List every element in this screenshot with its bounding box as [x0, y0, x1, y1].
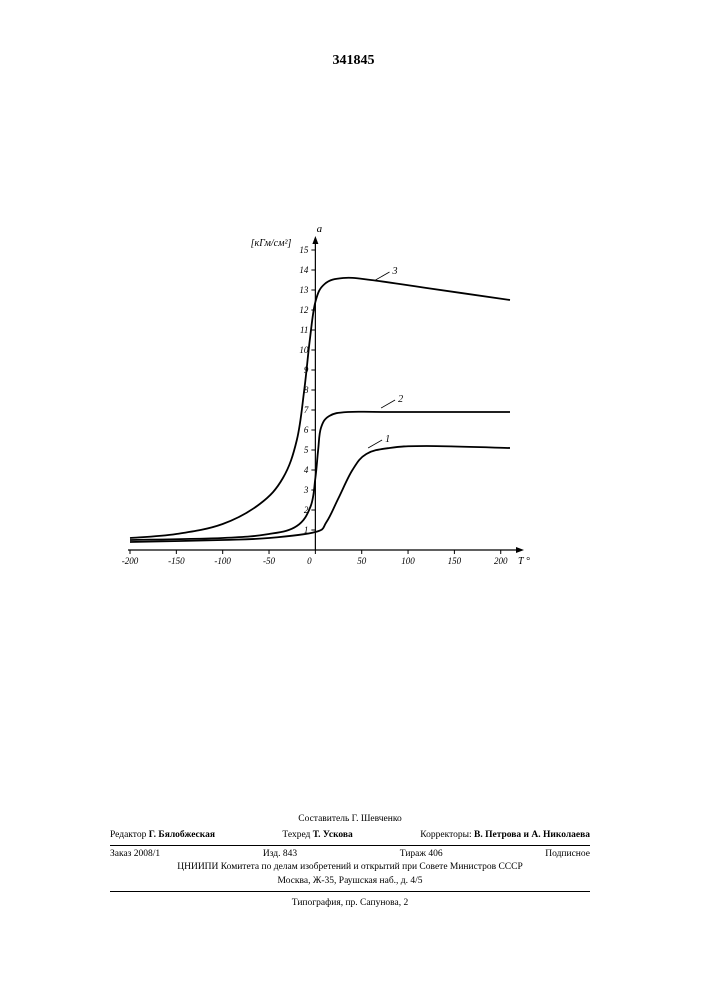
svg-text:T °C: T °C: [518, 556, 530, 567]
svg-text:[кГм/см²]: [кГм/см²]: [251, 238, 292, 249]
svg-text:0: 0: [307, 556, 312, 566]
svg-text:100: 100: [401, 556, 415, 566]
svg-text:1: 1: [385, 434, 390, 445]
org-line-2: Москва, Ж-35, Раушская наб., д. 4/5: [110, 876, 590, 888]
printshop: Типография, пр. Сапунова, 2: [110, 898, 590, 910]
subscription: Подписное: [545, 849, 590, 861]
svg-text:5: 5: [304, 445, 309, 455]
svg-text:-200: -200: [122, 556, 139, 566]
svg-text:6: 6: [304, 425, 309, 435]
svg-text:15: 15: [299, 245, 309, 255]
print-info-row: Заказ 2008/1 Изд. 843 Тираж 406 Подписно…: [110, 849, 590, 861]
svg-text:3: 3: [303, 485, 309, 495]
org-line-1: ЦНИИПИ Комитета по делам изобретений и о…: [110, 862, 590, 874]
correctors: Корректоры: В. Петрова и А. Николаева: [420, 830, 590, 842]
editor: Редактор Г. Бялобжеская: [110, 830, 215, 842]
svg-text:a: a: [317, 223, 323, 235]
footer-block: Составитель Г. Шевченко Редактор Г. Бяло…: [110, 814, 590, 910]
svg-text:-150: -150: [168, 556, 185, 566]
edition: Изд. 843: [263, 849, 297, 861]
footer-rule-1: [110, 845, 590, 846]
svg-text:-50: -50: [263, 556, 275, 566]
chart: -200-150-100-500501001502001234567891011…: [110, 220, 530, 580]
svg-text:11: 11: [300, 325, 308, 335]
composer-line: Составитель Г. Шевченко: [110, 814, 590, 826]
footer-rule-2: [110, 891, 590, 892]
svg-text:4: 4: [304, 465, 309, 475]
svg-text:200: 200: [494, 556, 508, 566]
svg-text:13: 13: [299, 285, 309, 295]
svg-text:14: 14: [299, 265, 309, 275]
order: Заказ 2008/1: [110, 849, 160, 861]
svg-text:12: 12: [299, 305, 309, 315]
svg-text:2: 2: [398, 394, 403, 405]
credits-row: Редактор Г. Бялобжеская Техред Т. Ускова…: [110, 830, 590, 842]
page-number: 341845: [0, 53, 707, 69]
tirage: Тираж 406: [400, 849, 443, 861]
svg-text:7: 7: [304, 405, 309, 415]
svg-text:-100: -100: [214, 556, 231, 566]
techred: Техред Т. Ускова: [215, 830, 420, 842]
svg-text:150: 150: [448, 556, 462, 566]
svg-text:50: 50: [357, 556, 367, 566]
svg-text:3: 3: [392, 266, 398, 277]
